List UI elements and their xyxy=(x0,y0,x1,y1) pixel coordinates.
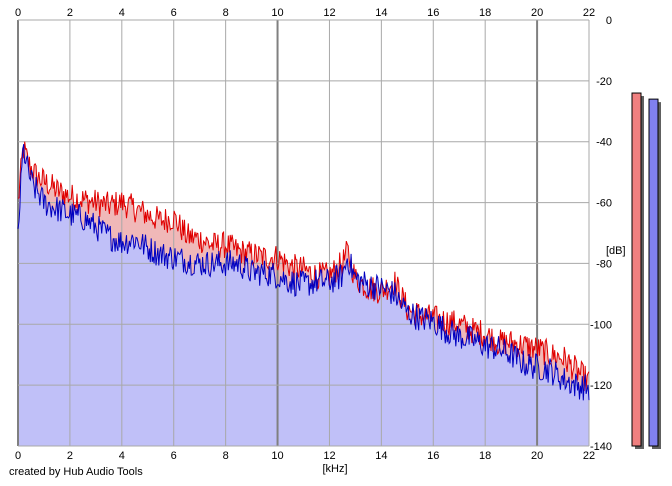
y-axis-label: [dB] xyxy=(606,245,626,257)
series-1-line xyxy=(17,144,590,401)
x-tick-label-bottom: 6 xyxy=(171,450,177,462)
series-lines xyxy=(17,141,590,401)
x-tick-label-bottom: 14 xyxy=(375,450,387,462)
x-tick-label-top: 12 xyxy=(323,7,335,19)
x-tick-label-top: 14 xyxy=(375,7,387,19)
x-tick-label-top: 8 xyxy=(223,7,229,19)
y-tick-label: -100 xyxy=(590,319,612,331)
x-tick-label-top: 22 xyxy=(583,7,595,19)
y-tick-label: -80 xyxy=(596,258,612,270)
x-axis-label: [kHz] xyxy=(322,463,347,475)
x-tick-label-top: 16 xyxy=(427,7,439,19)
x-tick-label-bottom: 10 xyxy=(271,450,283,462)
x-tick-label-bottom: 20 xyxy=(531,450,543,462)
x-tick-label-bottom: 2 xyxy=(67,450,73,462)
x-tick-label-bottom: 16 xyxy=(427,450,439,462)
x-tick-label-bottom: 22 xyxy=(583,450,595,462)
level-meters xyxy=(631,92,661,450)
x-tick-label-bottom: 0 xyxy=(15,450,21,462)
credit-text: created by Hub Audio Tools xyxy=(9,466,143,478)
y-tick-label: -20 xyxy=(596,76,612,88)
y-tick-label: -40 xyxy=(596,137,612,149)
y-tick-label: -140 xyxy=(590,441,612,453)
x-tick-label-bottom: 4 xyxy=(119,450,125,462)
x-tick-label-top: 2 xyxy=(67,7,73,19)
series-1-area xyxy=(18,144,589,446)
x-tick-label-bottom: 12 xyxy=(323,450,335,462)
y-tick-label: -60 xyxy=(596,198,612,210)
y-tick-label: -120 xyxy=(590,380,612,392)
y-tick-labels: 0 -20 -40 -60 -80 -100 -120 -140 xyxy=(590,15,612,453)
x-tick-label-top: 18 xyxy=(479,7,491,19)
x-tick-label-top: 6 xyxy=(171,7,177,19)
x-tick-label-top: 10 xyxy=(271,7,283,19)
y-tick-label: 0 xyxy=(606,15,612,27)
level-meter-bar xyxy=(631,92,642,447)
x-tick-label-top: 0 xyxy=(15,7,21,19)
series-0-line xyxy=(17,141,590,392)
level-meter-bar xyxy=(648,98,659,447)
x-tick-label-top: 20 xyxy=(531,7,543,19)
x-tick-label-bottom: 18 xyxy=(479,450,491,462)
x-tick-label-bottom: 8 xyxy=(223,450,229,462)
series-areas xyxy=(18,141,589,446)
x-tick-label-top: 4 xyxy=(119,7,125,19)
